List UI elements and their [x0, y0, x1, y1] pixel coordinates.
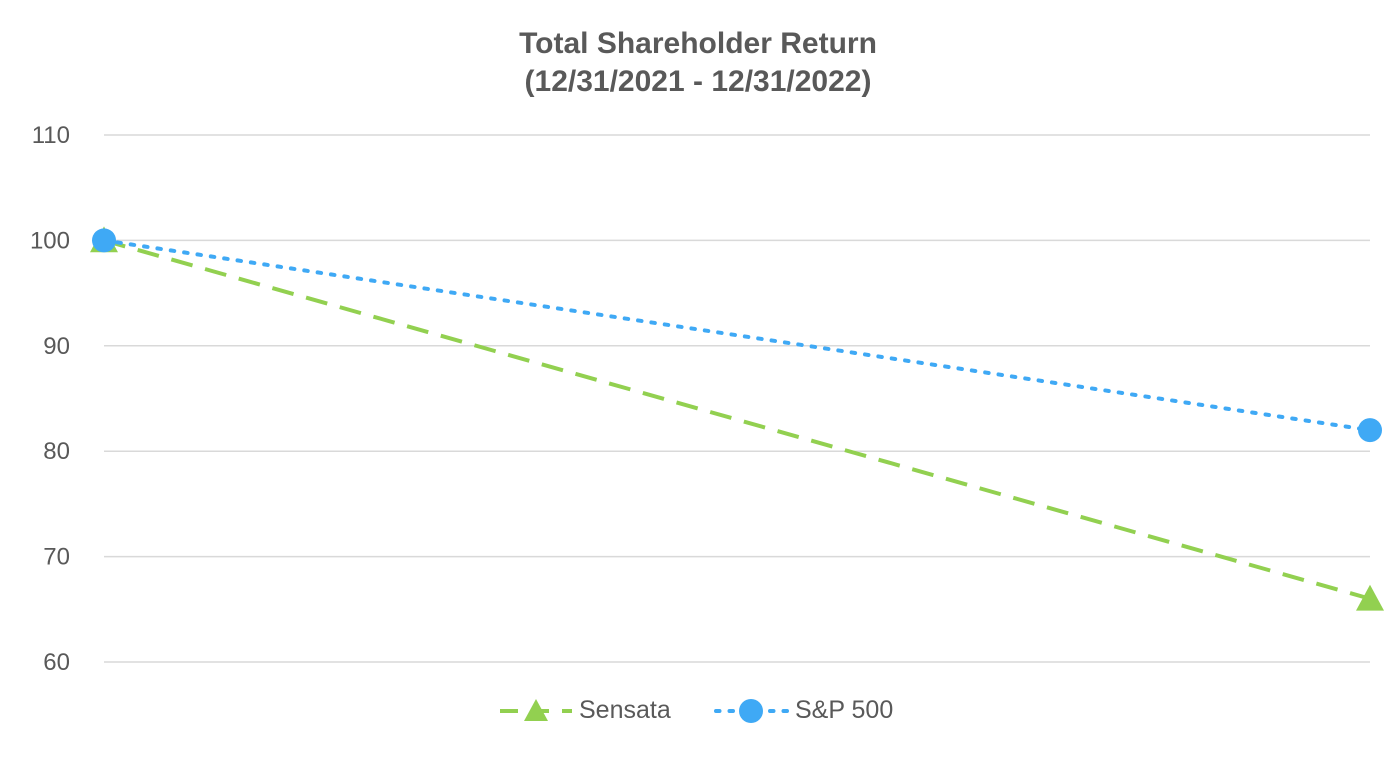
series-markers: [90, 226, 1384, 611]
legend-item-sensata[interactable]: Sensata: [500, 696, 671, 724]
y-tick-label-60: 60: [43, 649, 70, 676]
y-tick-label-100: 100: [30, 227, 70, 254]
chart-subtitle: (12/31/2021 - 12/31/2022): [525, 65, 872, 98]
data-point-sp500-1: [1358, 418, 1382, 443]
data-point-sp500-0: [92, 228, 116, 253]
series-line-sp500: [102, 238, 1372, 433]
chart-title: Total Shareholder Return: [519, 27, 877, 60]
legend-label-sensata: Sensata: [579, 696, 671, 724]
y-tick-label-80: 80: [43, 438, 70, 465]
legend-circle-marker: [739, 699, 763, 723]
y-tick-label-70: 70: [43, 544, 70, 571]
legend-triangle-marker: [524, 699, 548, 721]
y-tick-label-90: 90: [43, 333, 70, 360]
series-line-sensata: [103, 238, 1371, 601]
y-tick-label-110: 110: [32, 122, 70, 149]
y-axis-tick-labels: 110 100 90 80 70 60: [30, 122, 70, 676]
gridlines: [104, 134, 1370, 663]
series-lines: [102, 238, 1372, 601]
legend-item-sp500[interactable]: S&P 500: [714, 696, 893, 724]
legend-label-sp500: S&P 500: [795, 696, 893, 724]
data-point-sensata-1: [1356, 584, 1384, 611]
legend: Sensata S&P 500: [500, 696, 893, 724]
